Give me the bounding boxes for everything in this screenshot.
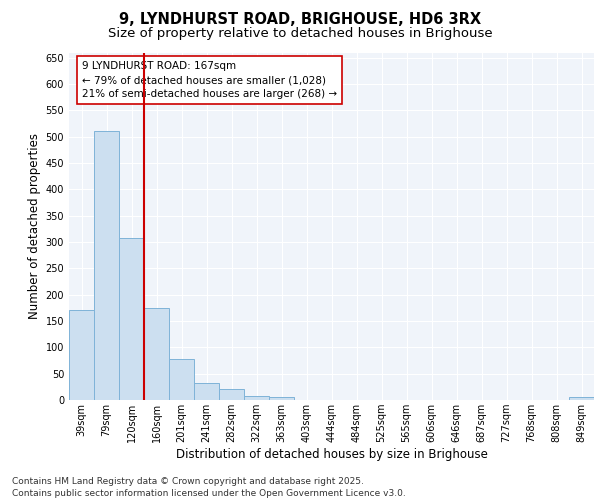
Bar (219, 390, 244, 400)
Bar (94, 132, 119, 400)
Text: 9, LYNDHURST ROAD, BRIGHOUSE, HD6 3RX: 9, LYNDHURST ROAD, BRIGHOUSE, HD6 3RX (119, 12, 481, 28)
Bar (269, 398, 294, 400)
Bar (244, 396, 269, 400)
Bar (569, 398, 594, 400)
Bar (169, 359, 194, 400)
Bar (194, 382, 219, 400)
Text: Size of property relative to detached houses in Brighouse: Size of property relative to detached ho… (107, 28, 493, 40)
Bar (119, 238, 144, 400)
Bar (144, 308, 169, 400)
Y-axis label: Number of detached properties: Number of detached properties (28, 133, 41, 320)
Bar (69, 310, 94, 400)
Text: Contains HM Land Registry data © Crown copyright and database right 2025.
Contai: Contains HM Land Registry data © Crown c… (12, 476, 406, 498)
Text: 9 LYNDHURST ROAD: 167sqm
← 79% of detached houses are smaller (1,028)
21% of sem: 9 LYNDHURST ROAD: 167sqm ← 79% of detach… (82, 61, 337, 99)
X-axis label: Distribution of detached houses by size in Brighouse: Distribution of detached houses by size … (176, 448, 487, 461)
